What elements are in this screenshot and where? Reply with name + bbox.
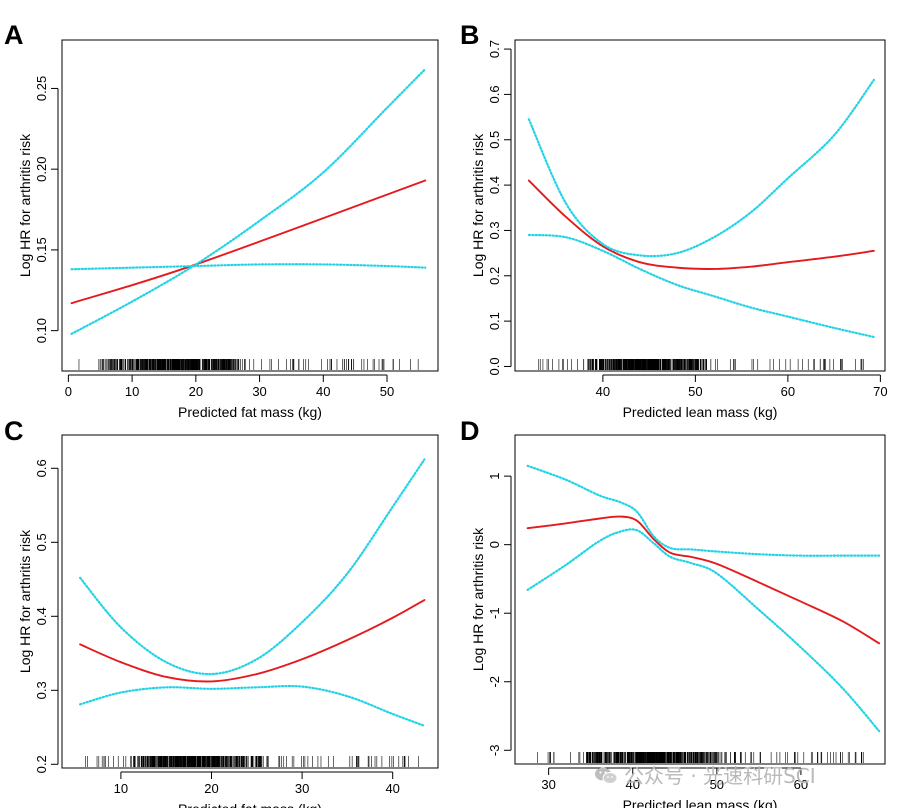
estimate-line <box>79 599 426 683</box>
x-tick-label: 30 <box>252 384 266 399</box>
x-tick-label: 10 <box>125 384 139 399</box>
y-tick-label: 0.10 <box>34 318 49 343</box>
y-tick-label: -3 <box>487 745 502 757</box>
x-tick-label: 0 <box>65 384 72 399</box>
x-tick-label: 40 <box>596 384 610 399</box>
y-tick-label: 0.25 <box>34 76 49 101</box>
x-tick-label: 20 <box>204 781 218 796</box>
x-tick-label: 70 <box>873 384 887 399</box>
y-tick-label: 1 <box>487 473 502 480</box>
x-axis-title: Predicted fat mass (kg) <box>178 801 322 808</box>
panel-b: B 40 50 60 70 0.0 0.1 0.2 0.3 0.4 0.5 0.6 0.7 Predic… <box>460 20 888 420</box>
x-tick-label: 40 <box>625 777 639 792</box>
panel-letter-a: A <box>4 20 24 50</box>
wechat-icon <box>594 766 618 791</box>
panel-letter-c: C <box>4 416 24 446</box>
rug <box>78 359 419 370</box>
y-tick-label: 0.0 <box>487 357 502 375</box>
x-tick-label: 50 <box>380 384 394 399</box>
y-tick-label: -1 <box>487 607 502 619</box>
x-tick-label: 40 <box>316 384 330 399</box>
y-axis-title: Log HR for arthritis risk <box>470 527 486 671</box>
watermark: 公众号 · 光速科研SCI <box>594 760 816 791</box>
x-tick-label: 30 <box>295 781 309 796</box>
panel-c: C 10 20 30 40 0.2 0.3 0.4 0.5 0.6 Predicted fat m… <box>4 416 439 808</box>
estimate-line <box>527 179 875 270</box>
y-tick-label: 0.6 <box>487 85 502 103</box>
panel-letter-d: D <box>460 416 480 446</box>
upper-ci-line <box>79 458 426 676</box>
x-axis-title: Predicted lean mass (kg) <box>623 797 778 808</box>
y-tick-label: -2 <box>487 676 502 688</box>
rug <box>538 359 864 370</box>
y-tick-label: 0.4 <box>34 607 49 625</box>
x-tick-label: 50 <box>688 384 702 399</box>
y-tick-label: 0.4 <box>487 176 502 194</box>
x-tick-label: 30 <box>541 777 555 792</box>
watermark-text: 公众号 · 光速科研SCI <box>624 764 816 788</box>
upper-ci-line <box>527 78 875 258</box>
estimate-line <box>70 179 427 305</box>
y-tick-label: 0.5 <box>34 533 49 551</box>
x-tick-label: 60 <box>794 777 808 792</box>
y-tick-label: 0.6 <box>34 459 49 477</box>
upper-ci-line <box>70 263 427 271</box>
y-tick-label: 0.3 <box>487 221 502 239</box>
y-tick-label: 0.3 <box>34 681 49 699</box>
x-tick-label: 50 <box>710 777 724 792</box>
y-tick-label: 0.5 <box>487 131 502 149</box>
plot-frame <box>514 39 886 372</box>
y-tick-label: 0.1 <box>487 312 502 330</box>
upper-ci-line <box>526 464 881 557</box>
x-axis-title: Predicted lean mass (kg) <box>623 404 778 420</box>
x-tick-label: 60 <box>781 384 795 399</box>
lower-ci-line <box>70 67 427 335</box>
lower-ci-line <box>527 233 875 339</box>
y-tick-label: 0.7 <box>487 40 502 58</box>
x-tick-label: 40 <box>385 781 399 796</box>
y-axis-title: Log HR for arthritis risk <box>17 529 33 673</box>
y-tick-label: 0 <box>487 541 502 548</box>
y-tick-label: 0.2 <box>34 755 49 773</box>
rug <box>537 752 864 763</box>
y-tick-label: 0.2 <box>487 267 502 285</box>
lower-ci-line <box>79 684 426 727</box>
plot-frame <box>61 434 439 769</box>
x-tick-label: 10 <box>114 781 128 796</box>
panel-d: D 30 40 50 60 1 0 -1 -2 -3 Predicted lean mass (k… <box>460 416 886 808</box>
lower-ci-line <box>526 528 881 733</box>
rug <box>84 756 420 767</box>
x-axis-title: Predicted fat mass (kg) <box>178 404 322 420</box>
estimate-line <box>526 515 881 645</box>
panel-letter-b: B <box>460 20 480 50</box>
plot-frame <box>61 39 439 372</box>
y-tick-label: 0.20 <box>34 157 49 182</box>
y-tick-label: 0.15 <box>34 237 49 262</box>
y-axis-title: Log HR for arthritis risk <box>17 133 33 277</box>
plot-frame <box>514 434 886 765</box>
panel-a: A 0 10 20 30 40 50 0.10 0.15 0.20 0.25 Predicted f… <box>4 20 439 420</box>
y-axis-title: Log HR for arthritis risk <box>470 133 486 277</box>
x-tick-label: 20 <box>189 384 203 399</box>
